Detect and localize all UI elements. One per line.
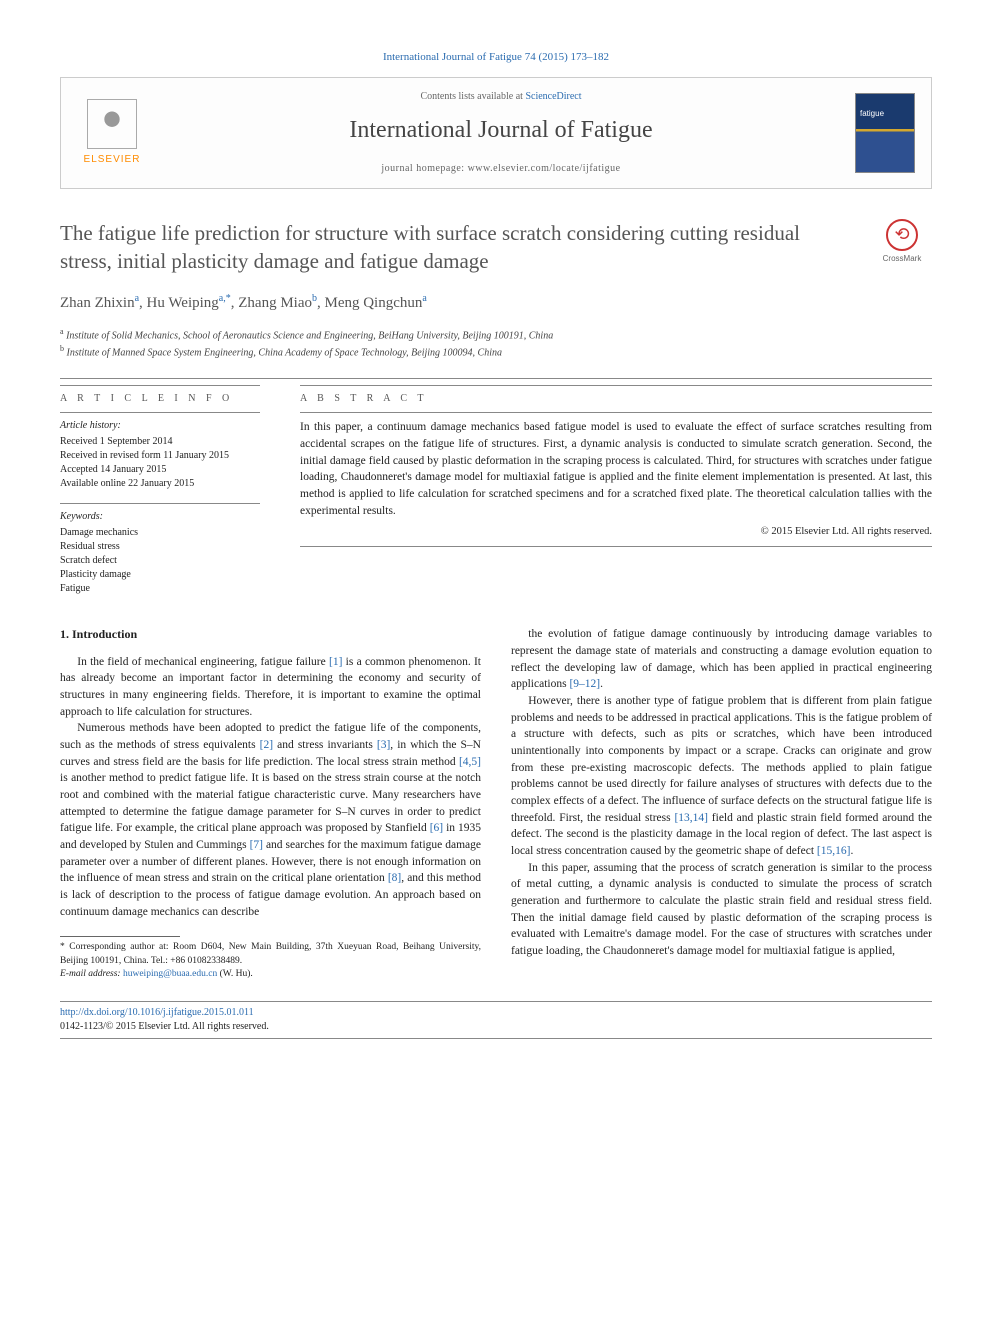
email-label: E-mail address: [60, 969, 121, 979]
keyword-3: Plasticity damage [60, 568, 260, 582]
sciencedirect-link[interactable]: ScienceDirect [525, 91, 581, 102]
issn-copyright: 0142-1123/© 2015 Elsevier Ltd. All right… [60, 1020, 932, 1034]
history-online: Available online 22 January 2015 [60, 477, 260, 491]
abstract-copyright: © 2015 Elsevier Ltd. All rights reserved… [300, 525, 932, 540]
elsevier-tree-icon [87, 99, 137, 149]
email-link[interactable]: huweiping@buaa.edu.cn [123, 969, 217, 979]
top-citation: International Journal of Fatigue 74 (201… [60, 50, 932, 65]
corresponding-footnote: * Corresponding author at: Room D604, Ne… [60, 941, 481, 968]
intro-p5: In this paper, assuming that the process… [511, 860, 932, 960]
contents-line: Contents lists available at ScienceDirec… [147, 90, 855, 104]
abstract-text: In this paper, a continuum damage mechan… [300, 419, 932, 519]
bottom-doi-box: http://dx.doi.org/10.1016/j.ijfatigue.20… [60, 1001, 932, 1039]
email-suffix: (W. Hu). [220, 969, 253, 979]
journal-cover-thumb [855, 93, 915, 173]
history-accepted: Accepted 14 January 2015 [60, 463, 260, 477]
affiliation-a: Institute of Solid Mechanics, School of … [66, 330, 553, 341]
journal-header: ELSEVIER Contents lists available at Sci… [60, 77, 932, 189]
keyword-4: Fatigue [60, 582, 260, 596]
article-info-column: A R T I C L E I N F O Article history: R… [60, 385, 260, 596]
article-title: The fatigue life prediction for structur… [60, 219, 852, 276]
history-received: Received 1 September 2014 [60, 435, 260, 449]
homepage-line: journal homepage: www.elsevier.com/locat… [147, 162, 855, 176]
intro-p4: However, there is another type of fatigu… [511, 693, 932, 860]
crossmark-label: CrossMark [883, 254, 922, 263]
keyword-1: Residual stress [60, 540, 260, 554]
intro-p2: Numerous methods have been adopted to pr… [60, 720, 481, 920]
history-revised: Received in revised form 11 January 2015 [60, 449, 260, 463]
keywords-label: Keywords: [60, 510, 260, 524]
publisher-label: ELSEVIER [77, 153, 147, 167]
abstract-column: A B S T R A C T In this paper, a continu… [300, 385, 932, 596]
crossmark-icon: ⟲ [886, 219, 918, 251]
crossmark-badge[interactable]: ⟲ CrossMark [872, 219, 932, 264]
homepage-url[interactable]: www.elsevier.com/locate/ijfatigue [468, 163, 621, 174]
doi-link[interactable]: http://dx.doi.org/10.1016/j.ijfatigue.20… [60, 1007, 254, 1018]
authors-line: Zhan Zhixina, Hu Weipinga,*, Zhang Miaob… [60, 292, 932, 314]
intro-heading: 1. Introduction [60, 626, 481, 643]
affiliation-b: Institute of Manned Space System Enginee… [67, 347, 502, 358]
elsevier-logo: ELSEVIER [77, 99, 147, 167]
abstract-heading: A B S T R A C T [300, 392, 932, 406]
intro-p1: In the field of mechanical engineering, … [60, 654, 481, 721]
intro-p3: the evolution of fatigue damage continuo… [511, 626, 932, 693]
homepage-prefix: journal homepage: [381, 163, 467, 174]
history-label: Article history: [60, 419, 260, 433]
affiliations: a Institute of Solid Mechanics, School o… [60, 326, 932, 361]
keyword-2: Scratch defect [60, 554, 260, 568]
contents-prefix: Contents lists available at [420, 91, 525, 102]
keyword-0: Damage mechanics [60, 526, 260, 540]
info-heading: A R T I C L E I N F O [60, 392, 260, 406]
journal-name: International Journal of Fatigue [147, 114, 855, 148]
footnotes: * Corresponding author at: Room D604, Ne… [60, 941, 481, 981]
body-columns: 1. Introduction In the field of mechanic… [60, 626, 932, 981]
